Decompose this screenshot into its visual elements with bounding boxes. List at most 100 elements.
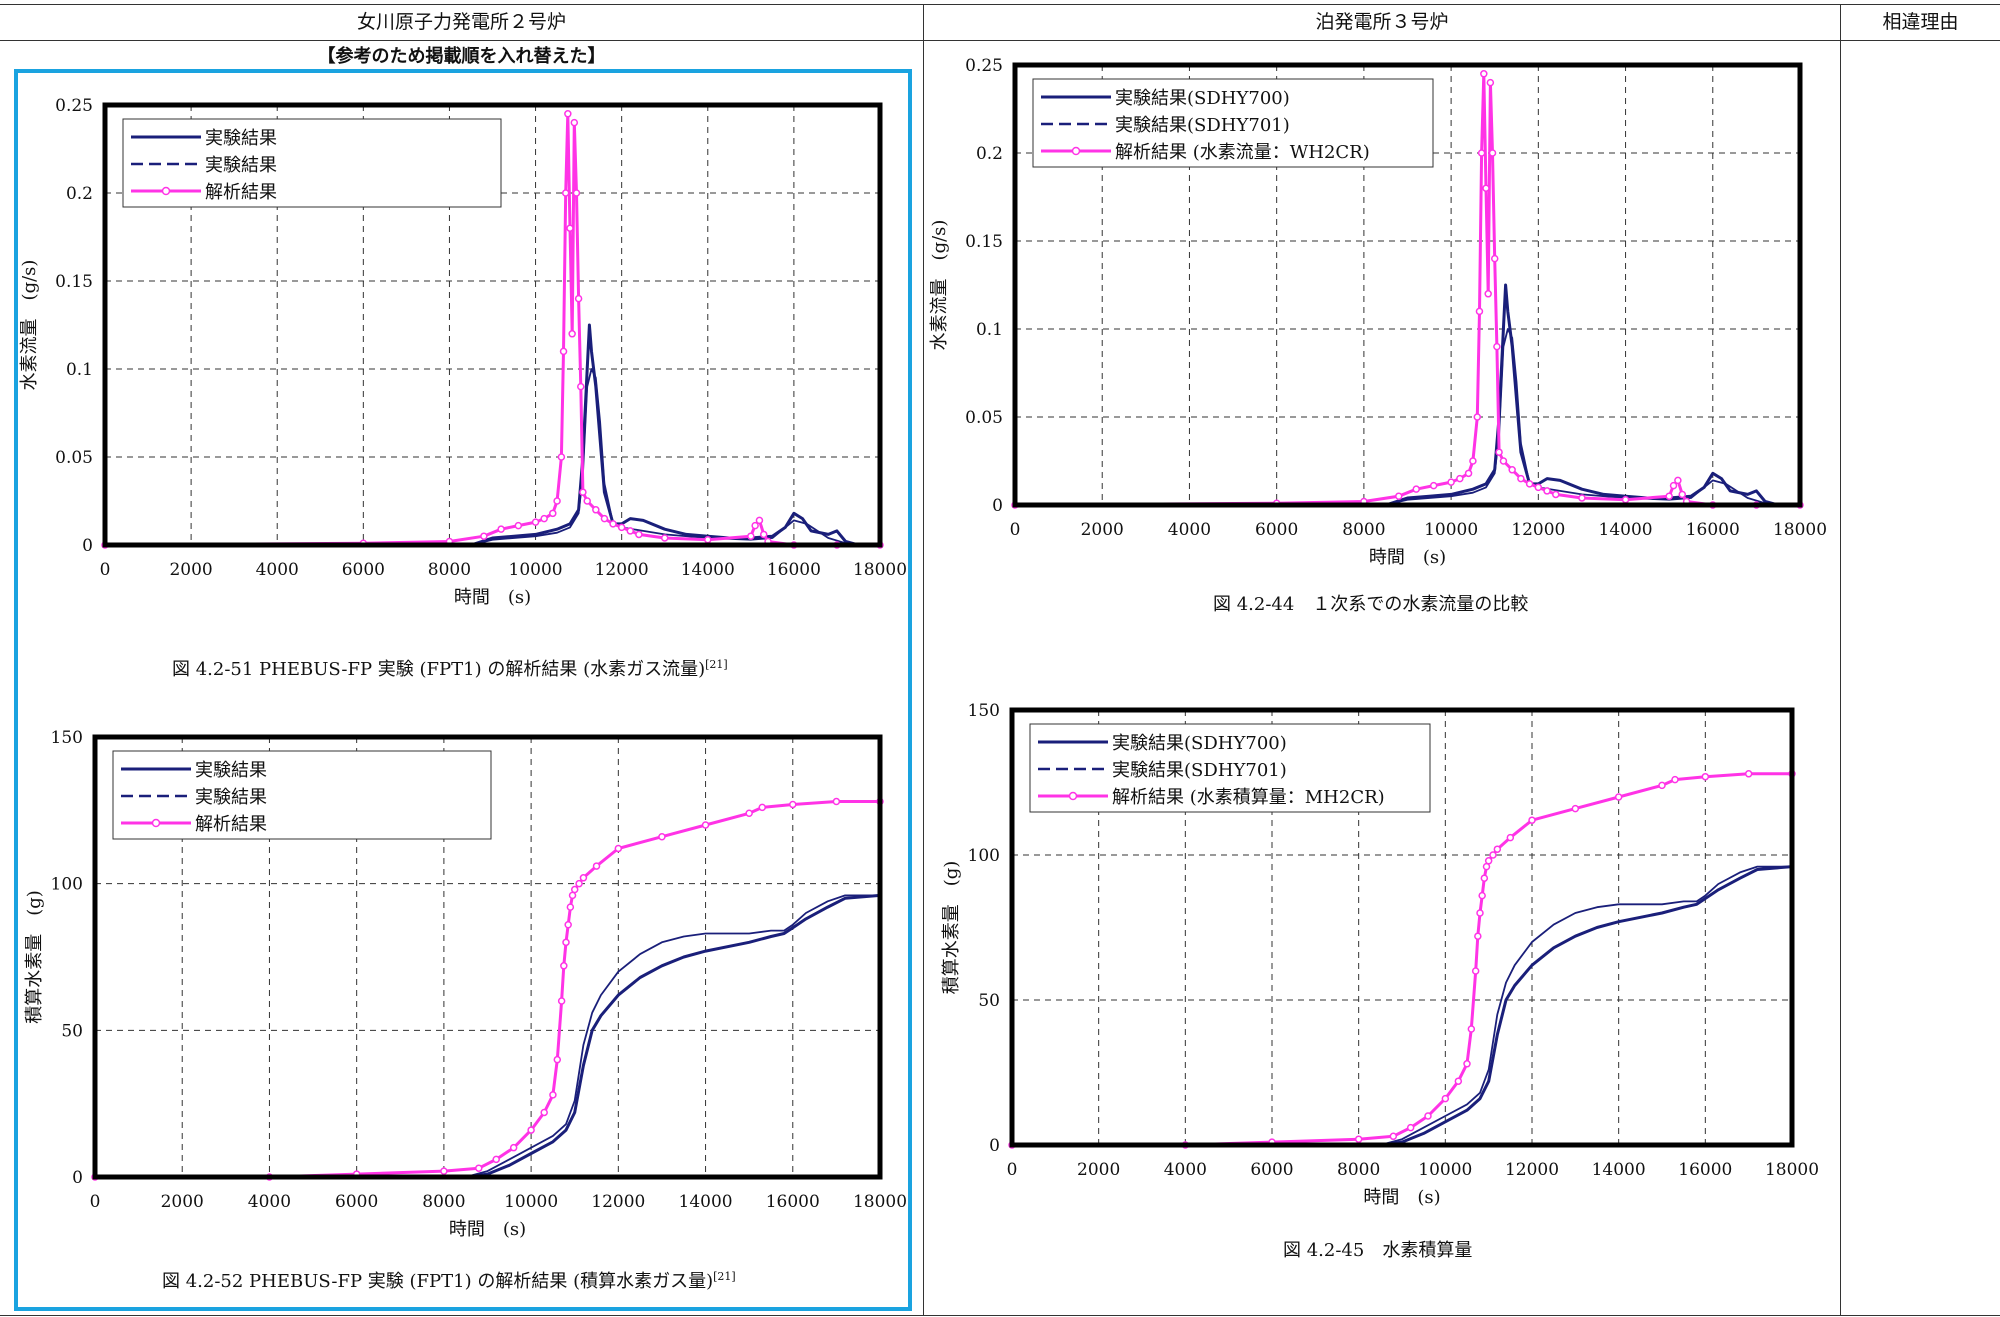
data-point [531, 518, 540, 526]
series-line-3 [1012, 772, 1792, 1147]
data-point [572, 189, 581, 197]
data-point [509, 1143, 518, 1152]
data-point [1493, 342, 1501, 351]
x-tick-label: 0 [1007, 1160, 1018, 1180]
data-point [789, 800, 797, 809]
y-tick-label: 0.05 [55, 448, 93, 468]
data-point [1678, 490, 1686, 499]
data-point [1552, 490, 1560, 499]
data-point [635, 530, 643, 539]
plot-frame [102, 102, 883, 548]
table-top-border [0, 4, 2000, 5]
data-point [497, 525, 505, 533]
x-tick-label: 2000 [161, 1192, 204, 1212]
data-point [574, 294, 583, 303]
x-tick-label: 16000 [767, 560, 821, 580]
data-point [1525, 480, 1534, 488]
data-point [492, 1155, 500, 1164]
caption-fig-4-2-51: 図 4.2-51 PHEBUS-FP 実験 (FPT1) の解析結果 (水素ガス… [172, 658, 728, 680]
data-point [566, 224, 574, 232]
y-tick-label: 0.05 [965, 408, 1003, 428]
x-tick-label: 8000 [1337, 1160, 1380, 1180]
legend-label-3: 解析結果 [205, 182, 277, 203]
y-tick-label: 0 [72, 1168, 83, 1188]
data-point [1665, 492, 1673, 500]
legend-label-2: 実験結果 [205, 155, 277, 176]
x-tick-label: 4000 [1168, 520, 1211, 540]
data-point [1744, 770, 1753, 778]
data-point [1701, 772, 1710, 781]
data-point [577, 382, 585, 391]
data-point [1508, 466, 1516, 474]
x-tick-label: 2000 [1077, 1160, 1120, 1180]
legend-label-2: 実験結果(SDHY701) [1112, 760, 1287, 781]
x-tick-label: 16000 [1678, 1160, 1732, 1180]
y-tick-label: 0 [992, 496, 1003, 516]
y-tick-label: 0.25 [55, 96, 93, 116]
data-point [553, 497, 561, 505]
data-point [1499, 457, 1508, 465]
series-line-2 [95, 894, 880, 1178]
data-point [1473, 413, 1482, 421]
data-point [1478, 891, 1486, 900]
series-line-2 [1015, 328, 1801, 506]
data-point [1475, 307, 1484, 316]
data-point [1528, 816, 1536, 824]
table-header-divider [0, 40, 2000, 41]
comparison-highlight-box [14, 69, 912, 1311]
data-point [614, 844, 623, 853]
legend-label-1: 実験結果 [195, 760, 267, 781]
legend-label-3: 解析結果 [195, 814, 267, 835]
data-point [1484, 857, 1493, 865]
x-tick-label: 0 [100, 560, 111, 580]
x-tick-label: 12000 [1511, 520, 1565, 540]
x-tick-label: 10000 [1424, 520, 1478, 540]
data-point [1495, 448, 1503, 456]
data-point [1389, 1132, 1398, 1141]
y-tick-label: 0.2 [66, 184, 93, 204]
caption-fig-4-2-44: 図 4.2-44 １次系での水素流量の比較 [1213, 594, 1529, 615]
y-tick-label: 0.1 [66, 360, 93, 380]
data-point [592, 862, 601, 870]
data-point [1490, 254, 1499, 263]
data-point [583, 497, 591, 505]
data-point [1669, 481, 1678, 490]
data-point [592, 506, 600, 514]
data-point [1463, 1060, 1471, 1068]
reorder-note: 【参考のため掲載順を入れ替えた】 [317, 46, 606, 67]
data-point [549, 509, 557, 518]
data-point [1480, 70, 1488, 78]
series-line-1 [1012, 865, 1793, 1147]
data-point [1476, 909, 1484, 917]
legend-swatch-marker [161, 186, 171, 196]
x-tick-label: 16000 [766, 1192, 820, 1212]
legend-label-1: 実験結果 [205, 128, 277, 149]
data-point [557, 997, 566, 1005]
data-point [1506, 833, 1515, 842]
x-tick-label: 12000 [595, 560, 649, 580]
x-tick-label: 6000 [335, 1192, 378, 1212]
x-tick-label: 2000 [1081, 520, 1124, 540]
data-point [832, 797, 841, 806]
data-point [475, 1164, 483, 1172]
data-point [1578, 494, 1586, 502]
data-point [701, 821, 710, 829]
data-point [1395, 492, 1403, 500]
legend-label-2: 実験結果 [195, 787, 267, 808]
y-axis-label: 水素流量 (g/s) [19, 260, 40, 391]
plot-frame [1009, 707, 1795, 1148]
data-point [1477, 149, 1486, 157]
data-point [540, 514, 548, 523]
y-tick-label: 50 [978, 991, 1000, 1011]
x-tick-label: 18000 [853, 560, 907, 580]
y-tick-label: 100 [51, 875, 83, 895]
legend-swatch-marker [151, 818, 161, 828]
x-tick-label: 6000 [1250, 1160, 1293, 1180]
data-point [755, 516, 764, 525]
legend-label-3: 解析結果 (水素積算量：MH2CR) [1112, 787, 1385, 808]
x-tick-label: 10000 [504, 1192, 558, 1212]
data-point [600, 514, 609, 523]
caption-ref: [21] [713, 1270, 736, 1283]
data-point [1456, 474, 1464, 483]
data-point [564, 920, 572, 929]
